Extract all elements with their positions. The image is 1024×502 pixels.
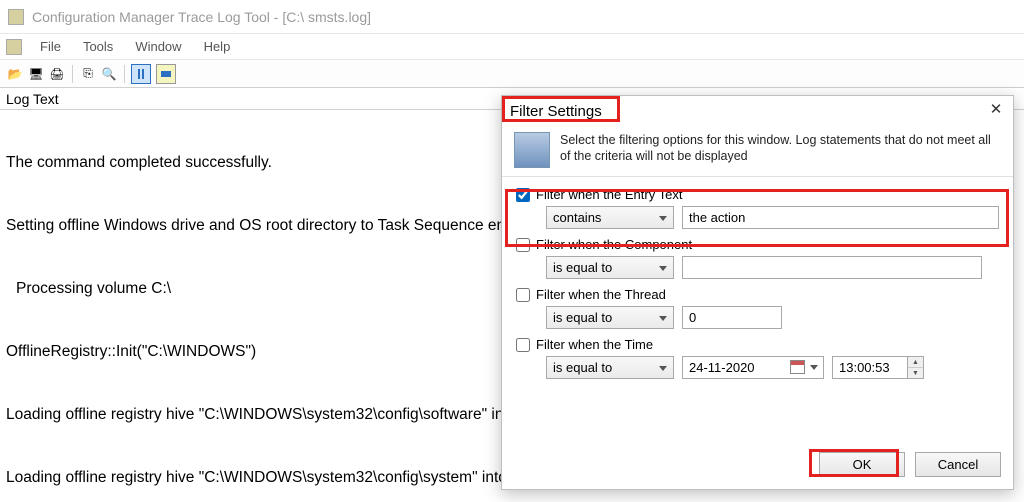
- filter-entry-value[interactable]: the action: [682, 206, 999, 229]
- filter-component-label: Filter when the Component: [536, 237, 692, 252]
- filter-time-op[interactable]: is equal to: [546, 356, 674, 379]
- menu-app-icon: [6, 39, 22, 55]
- window-title: Configuration Manager Trace Log Tool - […: [32, 9, 371, 25]
- dialog-buttons: OK Cancel: [502, 442, 1013, 489]
- menu-file[interactable]: File: [30, 37, 71, 56]
- spinner-up-icon[interactable]: ▲: [908, 357, 923, 368]
- log-header-label: Log Text: [6, 91, 59, 107]
- toolbar: 📂 🖥 🖨 ⎘ 🔍: [0, 60, 1024, 88]
- filter-time-date-value: 24-11-2020: [689, 360, 755, 375]
- filter-icon: [514, 132, 550, 168]
- dialog-title: Filter Settings: [502, 99, 610, 124]
- cancel-button[interactable]: Cancel: [915, 452, 1001, 477]
- menu-tools[interactable]: Tools: [73, 37, 123, 56]
- filter-thread-label: Filter when the Thread: [536, 287, 666, 302]
- spinner-buttons[interactable]: ▲ ▼: [907, 357, 923, 378]
- dialog-header: Select the filtering options for this wi…: [502, 126, 1013, 177]
- spinner-down-icon[interactable]: ▼: [908, 368, 923, 378]
- menu-window[interactable]: Window: [125, 37, 191, 56]
- filter-component-op[interactable]: is equal to: [546, 256, 674, 279]
- filter-time-clock[interactable]: 13:00:53 ▲ ▼: [832, 356, 924, 379]
- open-icon[interactable]: 📂: [6, 65, 24, 83]
- filter-component: Filter when the Component is equal to: [512, 231, 1003, 281]
- menu-help[interactable]: Help: [194, 37, 241, 56]
- calendar-icon: [790, 360, 805, 374]
- filter-component-value[interactable]: [682, 256, 982, 279]
- pause-button[interactable]: [131, 64, 151, 84]
- window-titlebar: Configuration Manager Trace Log Tool - […: [0, 0, 1024, 34]
- filter-thread-checkbox[interactable]: [516, 288, 530, 302]
- toolbar-separator: [72, 65, 73, 83]
- filter-entry-text: Filter when the Entry Text contains the …: [512, 181, 1003, 231]
- copy-icon[interactable]: ⎘: [79, 65, 97, 83]
- filter-time: Filter when the Time is equal to 24-11-2…: [512, 331, 1003, 381]
- filter-thread-op[interactable]: is equal to: [546, 306, 674, 329]
- print-icon[interactable]: 🖨: [48, 65, 66, 83]
- filter-time-date[interactable]: 24-11-2020: [682, 356, 824, 379]
- filter-thread: Filter when the Thread is equal to 0: [512, 281, 1003, 331]
- find-icon[interactable]: 🔍: [100, 65, 118, 83]
- highlight-button[interactable]: [156, 64, 176, 84]
- filters-area: Filter when the Entry Text contains the …: [502, 177, 1013, 442]
- menu-bar: File Tools Window Help: [0, 34, 1024, 60]
- filter-time-checkbox[interactable]: [516, 338, 530, 352]
- filter-time-clock-value: 13:00:53: [839, 360, 890, 375]
- filter-component-checkbox[interactable]: [516, 238, 530, 252]
- close-icon[interactable]: ✕: [987, 102, 1005, 120]
- filter-settings-dialog: Filter Settings ✕ Select the filtering o…: [501, 95, 1014, 490]
- filter-entry-checkbox[interactable]: [516, 188, 530, 202]
- filter-time-label: Filter when the Time: [536, 337, 653, 352]
- computer-icon[interactable]: 🖥: [27, 65, 45, 83]
- filter-entry-label: Filter when the Entry Text: [536, 187, 682, 202]
- ok-button[interactable]: OK: [819, 452, 905, 477]
- filter-entry-op[interactable]: contains: [546, 206, 674, 229]
- filter-thread-value[interactable]: 0: [682, 306, 782, 329]
- dialog-titlebar: Filter Settings ✕: [502, 96, 1013, 126]
- toolbar-separator: [124, 65, 125, 83]
- dialog-description: Select the filtering options for this wi…: [560, 132, 1003, 164]
- app-icon: [8, 9, 24, 25]
